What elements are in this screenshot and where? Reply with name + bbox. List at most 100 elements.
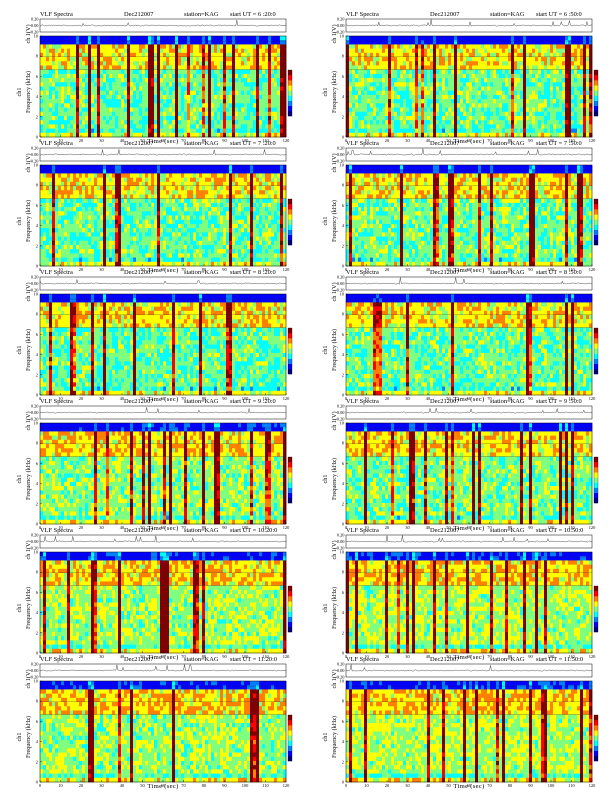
spectrogram-cell [556,78,560,83]
spectrogram-cell [451,57,455,62]
spectrogram-cell [49,177,53,183]
spectrogram-cell [355,128,359,134]
spectrogram-cell [388,78,392,83]
spectrogram-cell [121,257,125,263]
spectrogram-cell [52,236,56,242]
spectrogram-cell [262,57,266,62]
spectrogram-cell [118,65,122,70]
spectrogram-cell [67,52,71,58]
spectrogram-cell [172,73,176,79]
spectrogram-cell [463,78,467,83]
spectrogram-cell [277,111,281,117]
spectrogram-cell [541,78,545,83]
spectrogram-cell [46,120,50,125]
spectrogram-cell [211,65,215,70]
spectrogram-cell [118,173,122,178]
spectrogram-cell [115,65,119,70]
spectrogram-cell [121,69,125,75]
spectrogram-cell [478,103,482,108]
spectrogram-cell [157,57,161,62]
spectrogram-cell [52,90,56,96]
spectrogram-cell [232,82,236,87]
spectrogram-cell [232,69,236,75]
spectrogram-cell [169,99,173,104]
spectrogram-cell [97,169,101,174]
spectrogram-cell [424,65,428,70]
spectrogram-cell [58,186,62,191]
spectrogram-cell [277,115,281,121]
spectrogram-cell [253,132,257,138]
spectrogram-cell [370,90,374,96]
spectrogram-cell [70,198,74,204]
spectrogram-cell [79,215,83,221]
spectrogram-cell [559,40,563,45]
spectrogram-cell [550,111,554,117]
spectrogram-cell [148,107,152,113]
spectrogram-cell [55,169,59,174]
spectrogram-cell [526,124,530,129]
spectrogram-cell [508,86,512,92]
spectrogram-cell [532,36,536,41]
spectrogram-cell [202,44,206,49]
spectrogram-cell [505,73,509,79]
spectrogram-cell [262,90,266,96]
spectrogram-cell [136,236,140,242]
spectrogram-cell [268,73,272,79]
spectrogram-cell [526,90,530,96]
spectrogram-cell [388,128,392,134]
spectrogram-cell [85,236,89,242]
spectrogram-cell [367,107,371,113]
spectrogram-cell [67,103,71,108]
spectrogram-cell [118,181,122,187]
spectrogram-cell [463,73,467,79]
spectrogram-cell [70,169,74,174]
spectrogram-cell [376,111,380,117]
spectrogram-cell [268,99,272,104]
spectrogram-cell [160,82,164,87]
spectrogram-cell [457,78,461,83]
spectrogram-cell [109,103,113,108]
spectrogram-cell [544,103,548,108]
spectrogram-cell [532,82,536,87]
spectrogram-cell [67,107,71,113]
spectrogram-cell [553,86,557,92]
spectrogram-cell [271,86,275,92]
spectrogram-cell [127,236,131,242]
spectrogram-cell [133,177,137,183]
spectrogram-cell [517,52,521,58]
spectrogram-cell [118,228,122,233]
spectrogram-cell [172,65,176,70]
spectrogram-cell [397,107,401,113]
spectrogram-cell [394,40,398,45]
spectrogram-cell [205,73,209,79]
spectrogram-cell [478,107,482,113]
spectrogram-cell [487,61,491,66]
spectrogram-cell [214,36,218,41]
spectrogram-cell [205,48,209,54]
spectrogram-cell [277,57,281,62]
spectrogram-cell [85,120,89,125]
time-axis-label: Time (sec) [346,138,592,145]
spectrogram-cell [109,253,113,258]
spectrogram-cell [46,90,50,96]
spectrogram-cell [511,61,515,66]
spectrogram-cell [469,132,473,138]
spectrogram-cell [355,61,359,66]
spectrogram-cell [253,73,257,79]
spectrogram-cell [40,202,44,208]
spectrogram-cell [553,124,557,129]
spectrogram-cell [283,57,287,62]
spectrogram-cell [163,90,167,96]
spectrogram-cell [508,36,512,41]
spectrogram-cell [70,44,74,49]
spectrogram-cell [70,186,74,191]
spectrogram-cell [271,73,275,79]
spectrogram-cell [409,36,413,41]
spectrogram-cell [103,124,107,129]
spectrogram-cell [112,61,116,66]
spectrogram-cell [136,99,140,104]
spectrogram-cell [262,48,266,54]
spectrogram-cell [529,57,533,62]
spectrogram-cell [136,240,140,246]
spectrogram-cell [52,61,56,66]
